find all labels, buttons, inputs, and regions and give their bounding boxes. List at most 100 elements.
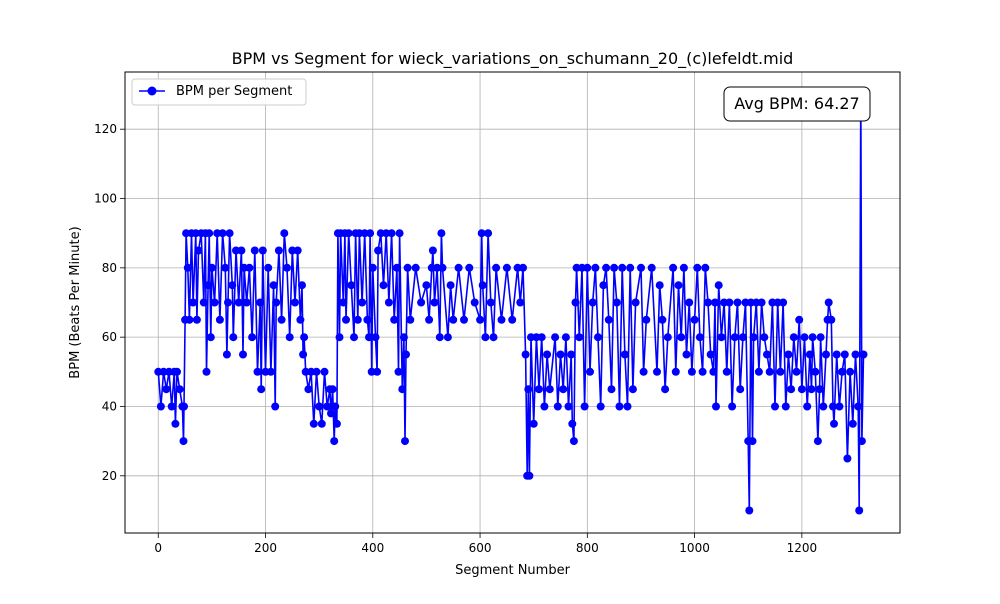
data-point bbox=[604, 315, 613, 324]
data-point bbox=[366, 229, 375, 238]
data-point bbox=[797, 385, 806, 394]
data-point bbox=[824, 298, 833, 307]
x-tick-label: 200 bbox=[254, 541, 277, 555]
data-point bbox=[508, 315, 517, 324]
data-point bbox=[199, 298, 208, 307]
data-point bbox=[245, 263, 254, 272]
data-point bbox=[615, 402, 624, 411]
data-point bbox=[194, 246, 203, 255]
data-point bbox=[228, 281, 237, 290]
data-point bbox=[854, 402, 863, 411]
data-point bbox=[571, 298, 580, 307]
data-point bbox=[815, 385, 824, 394]
data-point bbox=[156, 402, 165, 411]
data-point bbox=[277, 315, 286, 324]
x-axis-label: Segment Number bbox=[455, 563, 571, 578]
data-point bbox=[543, 350, 552, 359]
data-point bbox=[599, 281, 608, 290]
data-point bbox=[669, 263, 678, 272]
data-point bbox=[712, 402, 720, 411]
data-point bbox=[264, 263, 273, 272]
data-point bbox=[706, 350, 715, 359]
data-point bbox=[210, 298, 219, 307]
data-point bbox=[332, 419, 341, 428]
data-point bbox=[685, 298, 694, 307]
data-point bbox=[765, 367, 774, 376]
data-point bbox=[390, 315, 399, 324]
data-point bbox=[745, 506, 754, 515]
data-point bbox=[384, 298, 393, 307]
data-point bbox=[171, 419, 180, 428]
data-point bbox=[291, 298, 299, 307]
data-point bbox=[857, 437, 866, 446]
data-point bbox=[225, 229, 234, 238]
data-point bbox=[701, 263, 710, 272]
data-point bbox=[298, 281, 306, 290]
data-point bbox=[173, 367, 181, 376]
data-point bbox=[428, 246, 437, 255]
x-tick-label: 1000 bbox=[679, 541, 710, 555]
data-point bbox=[748, 437, 757, 446]
data-point bbox=[242, 298, 251, 307]
data-point bbox=[353, 315, 362, 324]
data-point bbox=[330, 437, 339, 446]
data-point bbox=[545, 385, 554, 394]
data-point bbox=[398, 385, 407, 394]
data-point bbox=[800, 333, 809, 342]
data-point bbox=[618, 263, 627, 272]
y-tick-label: 40 bbox=[102, 399, 117, 413]
data-point bbox=[402, 350, 410, 359]
data-point bbox=[312, 367, 321, 376]
data-point bbox=[379, 281, 388, 290]
y-tick-label: 120 bbox=[94, 122, 117, 136]
data-point bbox=[477, 229, 486, 238]
data-point bbox=[580, 402, 589, 411]
data-point bbox=[690, 315, 699, 324]
data-point bbox=[229, 333, 238, 342]
data-point bbox=[460, 315, 468, 324]
data-point bbox=[344, 229, 353, 238]
data-point bbox=[642, 315, 651, 324]
data-point bbox=[401, 437, 409, 446]
data-point bbox=[658, 315, 667, 324]
data-point bbox=[760, 333, 769, 342]
data-point bbox=[484, 229, 493, 238]
x-tick-label: 800 bbox=[576, 541, 599, 555]
data-point bbox=[221, 263, 230, 272]
data-point bbox=[224, 298, 232, 307]
data-point bbox=[674, 281, 683, 290]
data-point bbox=[443, 333, 452, 342]
data-point bbox=[399, 333, 408, 342]
data-point bbox=[497, 315, 506, 324]
chart-title: BPM vs Segment for wieck_variations_on_s… bbox=[232, 49, 794, 69]
data-point bbox=[830, 419, 838, 428]
data-point bbox=[358, 298, 367, 307]
data-point bbox=[392, 263, 401, 272]
data-point bbox=[274, 246, 283, 255]
data-point bbox=[189, 298, 198, 307]
data-point bbox=[763, 350, 771, 359]
data-point bbox=[811, 367, 820, 376]
data-point bbox=[819, 402, 828, 411]
data-point bbox=[693, 263, 702, 272]
y-axis-label: BPM (Beats Per Minute) bbox=[68, 226, 83, 378]
series-line bbox=[157, 93, 865, 512]
data-point bbox=[787, 385, 796, 394]
data-point bbox=[722, 367, 731, 376]
data-point bbox=[425, 315, 434, 324]
data-point bbox=[519, 263, 527, 272]
data-point bbox=[239, 350, 247, 359]
data-point bbox=[256, 298, 265, 307]
data-point bbox=[331, 402, 340, 411]
data-point bbox=[296, 315, 305, 324]
data-point bbox=[218, 229, 227, 238]
data-point bbox=[663, 333, 672, 342]
data-point bbox=[569, 437, 578, 446]
data-point bbox=[588, 298, 597, 307]
data-point bbox=[300, 333, 309, 342]
data-point bbox=[781, 402, 790, 411]
data-point bbox=[725, 298, 734, 307]
data-point bbox=[551, 333, 560, 342]
data-point bbox=[438, 263, 447, 272]
data-point bbox=[185, 315, 194, 324]
